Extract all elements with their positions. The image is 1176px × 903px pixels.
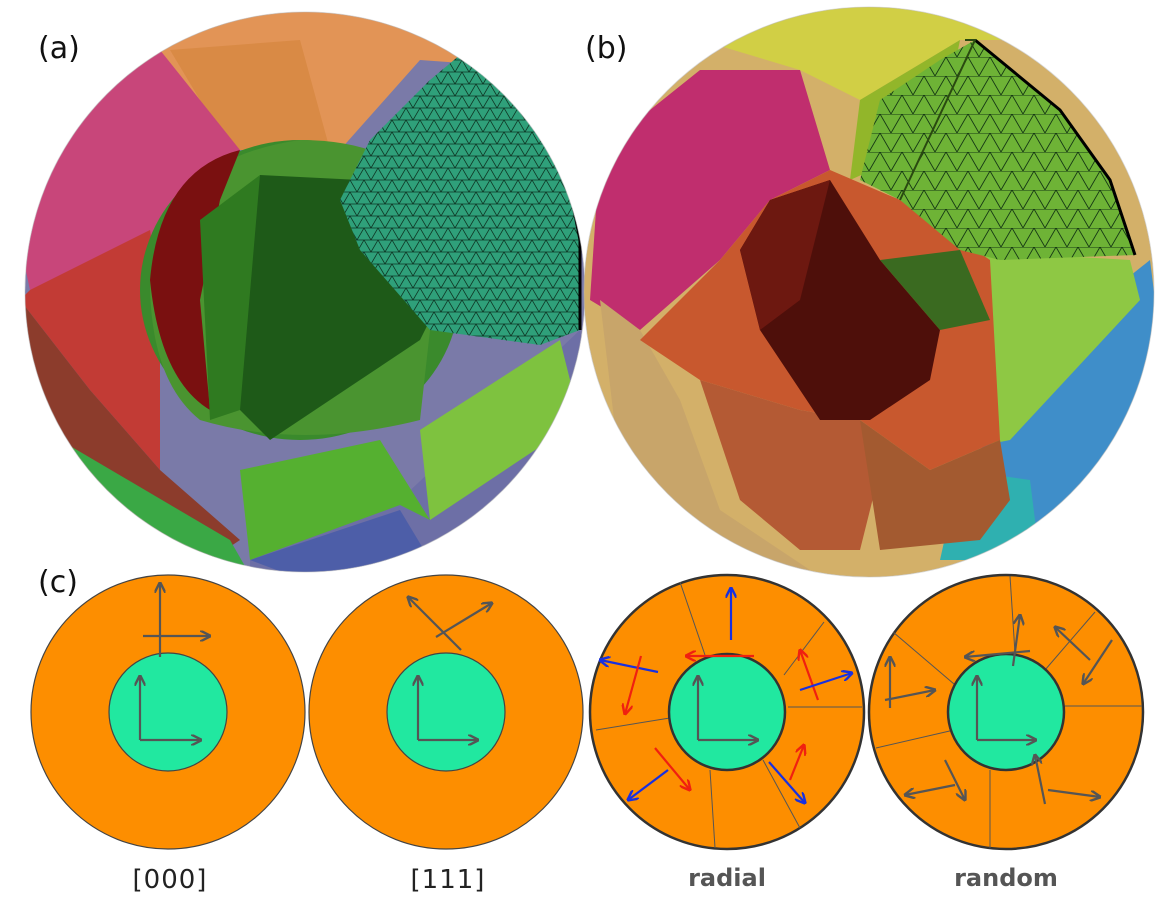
caption-random: random	[954, 864, 1058, 892]
sphere-a	[25, 12, 585, 572]
caption-111: [111]	[411, 865, 486, 895]
disk-random	[867, 573, 1145, 851]
caption-000: [000]	[133, 865, 208, 895]
arrow-shell-a	[408, 597, 462, 651]
panel-label-c: (c)	[38, 565, 78, 600]
caption-radial: radial	[688, 864, 766, 892]
disk-000	[30, 574, 306, 850]
panel-label-b: (b)	[585, 31, 627, 66]
disk-111	[308, 574, 584, 850]
disk-radial	[588, 573, 866, 851]
arrow-shell-b	[435, 603, 492, 638]
panel-label-a: (a)	[38, 31, 80, 66]
